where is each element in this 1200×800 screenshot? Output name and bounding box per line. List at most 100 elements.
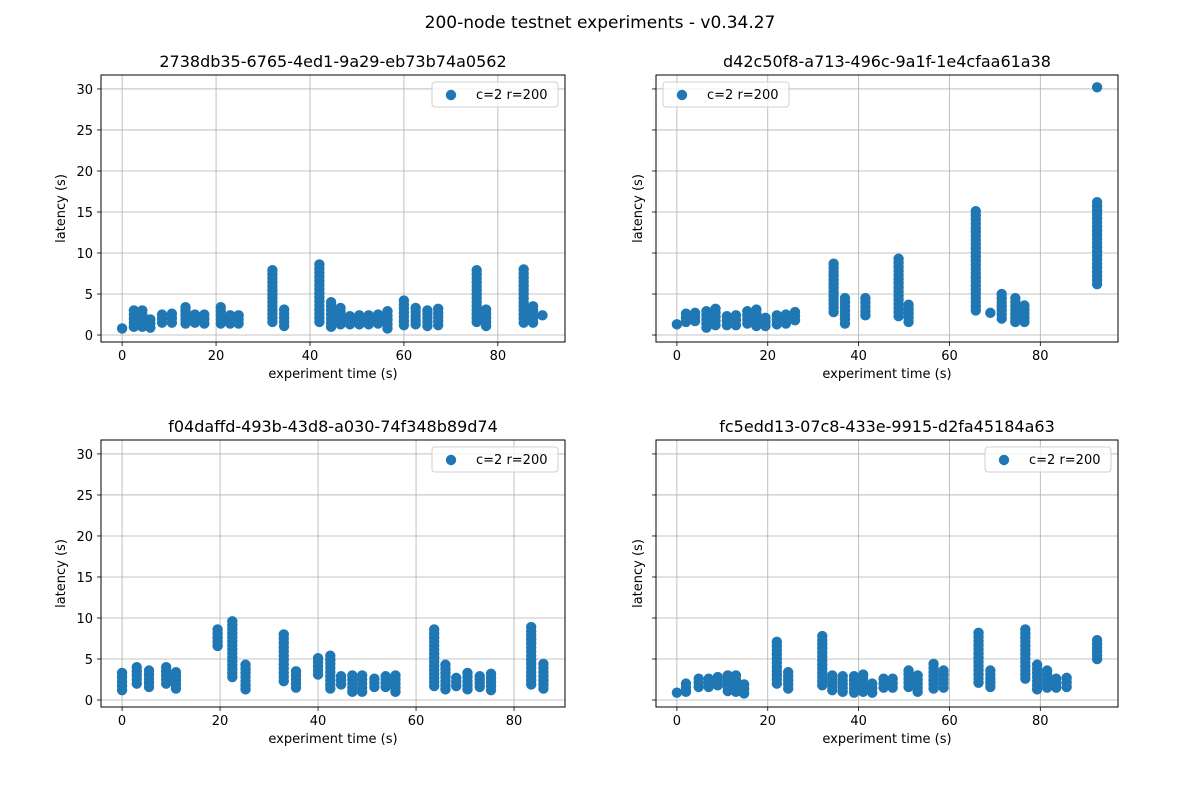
data-point [721, 310, 733, 322]
data-point [131, 662, 142, 673]
data-point [267, 265, 278, 276]
data-point [347, 670, 358, 681]
x-tick-label: 80 [1032, 349, 1049, 364]
y-tick-label: 10 [76, 247, 93, 262]
data-point [143, 665, 155, 676]
legend: c=2 r=200 [431, 81, 559, 108]
data-point [771, 636, 783, 647]
data-point [703, 673, 714, 684]
y-tick-label: 30 [76, 448, 93, 463]
data-point [212, 624, 223, 635]
x-tick-label: 60 [941, 714, 958, 729]
data-point [471, 265, 482, 276]
data-point [145, 314, 156, 325]
x-axis-label: experiment time (s) [268, 367, 397, 382]
data-point [390, 670, 401, 681]
subplot-title: fc5edd13-07c8-433e-9915-d2fa45184a63 [719, 417, 1055, 436]
data-point [1091, 82, 1103, 93]
x-axis-label: experiment time (s) [268, 732, 397, 747]
x-axis-label: experiment time (s) [822, 367, 951, 382]
data-point [278, 629, 289, 640]
data-point [451, 672, 462, 684]
x-tick-label: 0 [673, 714, 681, 729]
y-tick-label: 10 [76, 612, 93, 627]
y-axis-label: latency (s) [631, 174, 646, 243]
data-point [372, 309, 384, 320]
data-point [432, 303, 444, 314]
subplot-title: d42c50f8-a713-496c-9a1f-1e4cfaa61a38 [723, 52, 1051, 71]
legend-label: c=2 r=200 [476, 88, 548, 103]
data-point [398, 295, 410, 306]
x-tick-label: 0 [673, 349, 681, 364]
x-tick-label: 20 [208, 349, 225, 364]
data-point [335, 302, 346, 314]
data-point [710, 303, 721, 314]
data-point [354, 310, 365, 321]
subplot-title: 2738db35-6765-4ed1-9a29-eb73b74a0562 [159, 52, 506, 71]
legend-box [431, 81, 559, 108]
data-point [1031, 659, 1043, 670]
data-point [156, 309, 168, 320]
y-tick-label: 0 [85, 329, 93, 344]
data-point [356, 670, 368, 681]
data-point [410, 302, 421, 314]
data-point [903, 665, 914, 676]
data-point [722, 670, 733, 681]
figure-title: 200-node testnet experiments - v0.34.27 [424, 13, 776, 33]
data-point [742, 306, 753, 317]
x-tick-label: 40 [850, 349, 867, 364]
subplot-title: f04daffd-493b-43d8-a030-74f348b89d74 [168, 417, 498, 436]
x-tick-label: 60 [408, 714, 425, 729]
data-point [382, 306, 393, 317]
data-point [1051, 673, 1062, 684]
data-point [538, 658, 549, 670]
data-point [693, 673, 704, 684]
legend: c=2 r=200 [431, 446, 559, 473]
data-point [837, 671, 848, 682]
data-point [537, 310, 548, 321]
subplot-1: 0 20 40 60 80 0 5 10 15 20 25 30 2738db35-6765-4ed1-… [54, 52, 566, 382]
data-point [730, 310, 742, 321]
x-tick-label: 80 [1032, 714, 1049, 729]
axes-frame [100, 439, 566, 708]
y-axis-label: latency (s) [631, 539, 646, 608]
data-point [227, 616, 238, 627]
data-point [680, 308, 692, 319]
y-tick-label: 0 [85, 694, 93, 709]
data-point [751, 304, 762, 315]
data-point [116, 323, 128, 334]
data-point [160, 662, 172, 673]
axes-frame [100, 74, 566, 343]
axes-frame [655, 74, 1119, 343]
data-point [887, 673, 898, 684]
data-point [789, 306, 801, 318]
legend-label: c=2 r=200 [707, 88, 779, 103]
data-point [712, 671, 723, 683]
data-point [527, 301, 539, 312]
data-point [857, 669, 869, 680]
x-tick-label: 20 [212, 714, 229, 729]
y-tick-label: 20 [76, 530, 93, 545]
y-tick-label: 25 [76, 124, 93, 139]
data-point [474, 671, 485, 682]
data-point [1019, 300, 1030, 311]
data-point [828, 258, 839, 269]
data-point [903, 299, 914, 310]
data-point [325, 650, 336, 661]
data-point [344, 310, 356, 322]
legend-marker [445, 89, 457, 101]
data-point [1091, 196, 1103, 208]
data-point [938, 665, 949, 676]
data-point [996, 288, 1007, 300]
data-point [860, 292, 871, 304]
data-point [671, 687, 683, 698]
legend-box [984, 446, 1112, 473]
x-tick-label: 60 [396, 349, 413, 364]
data-point [771, 310, 783, 321]
data-point [1010, 292, 1021, 304]
data-point [867, 678, 878, 689]
data-point [224, 310, 236, 321]
data-point [137, 305, 148, 316]
